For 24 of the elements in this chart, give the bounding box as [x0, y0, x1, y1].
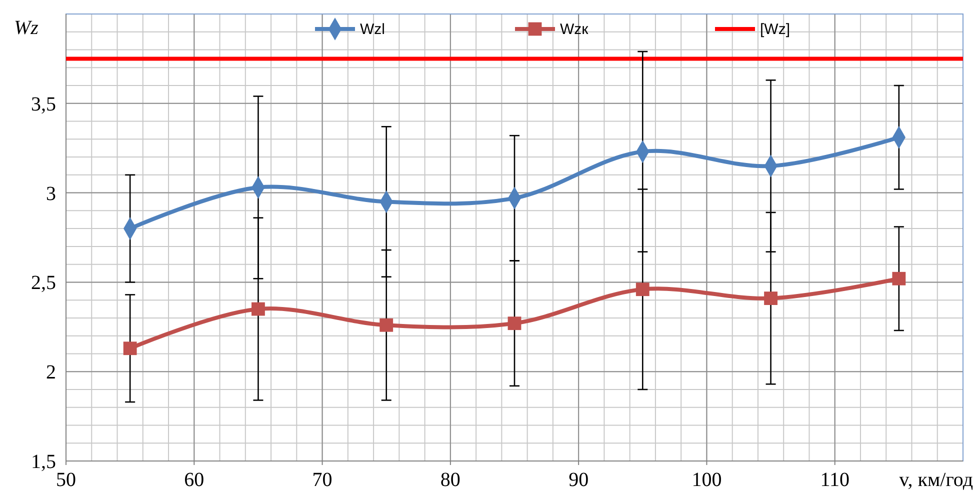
point: [508, 316, 522, 330]
legend-label: Wzl: [360, 21, 385, 38]
point: [892, 272, 906, 286]
y-tick-label: 3: [46, 182, 56, 205]
point: [764, 292, 778, 305]
y-tick-label: 2: [46, 362, 56, 384]
x-tick-label: 70: [312, 469, 332, 491]
y-axis-title: Wz: [14, 17, 39, 39]
x-tick-label: 60: [184, 469, 204, 491]
point: [380, 318, 394, 332]
x-tick-label: 110: [820, 469, 850, 491]
x-tick-label: 80: [440, 469, 460, 491]
point: [123, 342, 137, 356]
y-tick-label: 2,5: [31, 272, 56, 294]
y-tick-label: 3,5: [31, 93, 56, 116]
y-tick-label: 1,5: [31, 451, 56, 473]
point: [252, 302, 265, 316]
legend-label: [Wz]: [760, 21, 790, 38]
x-tick-label: 50: [56, 469, 76, 491]
x-axis-title: v, км/год: [899, 469, 973, 491]
x-tick-label: 100: [692, 469, 722, 491]
legend-label: Wzк: [560, 21, 589, 38]
x-tick-label: 90: [568, 469, 589, 491]
point: [636, 282, 650, 296]
